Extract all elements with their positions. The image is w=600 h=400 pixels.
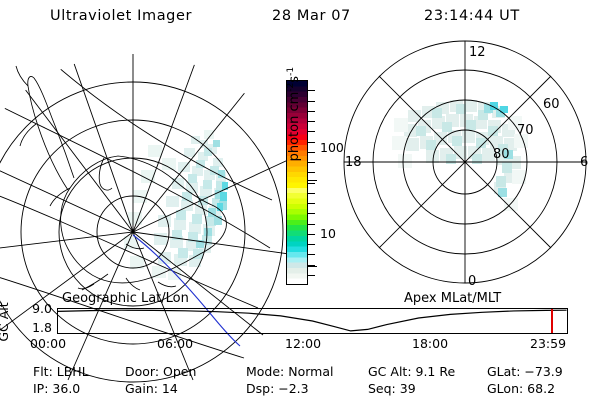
mlt-spokes xyxy=(344,41,586,283)
observation-date: 28 Mar 07 xyxy=(272,8,351,24)
colorbar-ticks xyxy=(308,80,317,285)
orbit-track xyxy=(132,234,241,347)
colorbar[interactable]: 100 10 photon cm-2s-1 xyxy=(266,46,344,296)
altitude-xtick-0600: 06:00 xyxy=(157,336,194,351)
altitude-curve-svg xyxy=(58,309,567,333)
mlt-label-0: 0 xyxy=(468,274,476,289)
mlat-ring-label-60: 60 xyxy=(543,97,560,112)
status-mode: Mode: Normal xyxy=(246,364,334,379)
altitude-xtick-2359: 23:59 xyxy=(530,336,567,351)
mlt-label-18: 18 xyxy=(345,155,362,170)
colorbar-axis-label-mid: s xyxy=(287,75,303,83)
mlat-ring-label-80: 80 xyxy=(493,147,510,162)
colorbar-axis-label-text: photon cm xyxy=(287,91,303,162)
altitude-ytick-min: 1.8 xyxy=(32,320,52,335)
apex-mlat-mlt-panel[interactable]: 60 70 80 12 18 6 0 xyxy=(338,40,594,292)
altitude-xtick-1800: 18:00 xyxy=(412,336,449,351)
mlt-label-12: 12 xyxy=(469,45,486,60)
coastline-overlay xyxy=(15,65,227,291)
status-ip: IP: 36.0 xyxy=(33,381,81,396)
header-bar: Ultraviolet Imager 28 Mar 07 23:14:44 UT xyxy=(0,8,600,30)
status-gc-alt: GC Alt: 9.1 Re xyxy=(368,364,456,379)
status-gain: Gain: 14 xyxy=(125,381,178,396)
colorbar-gradient xyxy=(287,81,307,284)
status-glon: GLon: 68.2 xyxy=(487,381,556,396)
geographic-aurora-panel[interactable] xyxy=(0,40,311,400)
status-filter: Flt: LBHL xyxy=(33,364,89,379)
status-dsp: Dsp: −2.3 xyxy=(246,381,309,396)
current-time-marker xyxy=(551,309,553,333)
mlt-label-6: 6 xyxy=(580,155,588,170)
altitude-xtick-0000: 00:00 xyxy=(30,336,67,351)
colorbar-tick-label-10: 10 xyxy=(320,226,336,241)
colorbar-axis-exp1: -2 xyxy=(285,82,296,92)
lat-lon-graticule xyxy=(0,54,311,400)
status-door: Door: Open xyxy=(125,364,197,379)
geographic-map-svg xyxy=(0,54,311,400)
geographic-panel-caption: Geographic Lat/Lon xyxy=(62,291,189,306)
colorbar-gradient-box xyxy=(286,80,308,285)
altitude-ytick-max: 9.0 xyxy=(32,301,52,316)
aurora-emission-layer xyxy=(124,130,228,280)
altitude-timeline[interactable]: GC Alt 9.0 1.8 00:00 06:00 12:00 18:00 2… xyxy=(0,301,600,356)
status-seq: Seq: 39 xyxy=(368,381,416,396)
altitude-xtick-1200: 12:00 xyxy=(285,336,322,351)
magnetic-panel-caption: Apex MLat/MLT xyxy=(404,291,502,306)
status-footer: Flt: LBHL IP: 36.0 Door: Open Gain: 14 M… xyxy=(0,364,600,400)
instrument-title: Ultraviolet Imager xyxy=(50,8,193,24)
observation-time: 23:14:44 UT xyxy=(424,8,520,24)
mlat-mlt-dial-svg: 60 70 80 12 18 6 0 xyxy=(343,40,588,289)
colorbar-axis-label: photon cm-2s-1 xyxy=(286,34,302,194)
colorbar-tick-label-100: 100 xyxy=(320,140,344,155)
altitude-plot-box[interactable] xyxy=(57,308,568,334)
status-glat: GLat: −73.9 xyxy=(487,364,563,379)
mlat-ring-label-70: 70 xyxy=(517,123,534,138)
colorbar-axis-exp2: -1 xyxy=(285,66,296,76)
